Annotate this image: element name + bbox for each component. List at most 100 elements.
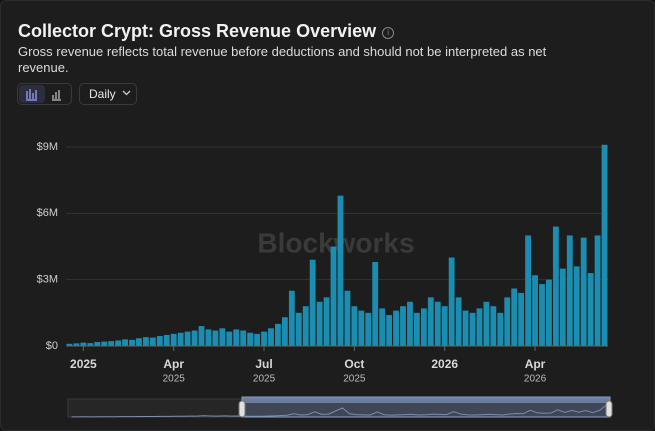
bar	[275, 323, 281, 346]
bar	[497, 312, 504, 346]
subtitle: Gross revenue reflects total revenue bef…	[18, 44, 547, 75]
bar	[87, 343, 94, 346]
bar	[344, 290, 351, 346]
bar	[129, 339, 135, 346]
bar	[337, 195, 344, 346]
bar	[80, 342, 87, 346]
bar	[386, 315, 393, 346]
bar	[281, 317, 288, 346]
bar	[73, 343, 80, 346]
bar	[400, 306, 406, 346]
bar	[476, 308, 483, 346]
bar	[330, 246, 337, 346]
bar	[532, 275, 538, 346]
chart-type-toggle	[17, 83, 72, 105]
bar	[323, 297, 330, 346]
bar	[191, 330, 198, 346]
y-tick-label: $3M	[37, 274, 58, 286]
bar	[358, 310, 365, 346]
bar	[483, 301, 490, 346]
bar	[142, 337, 149, 346]
bar	[163, 334, 170, 346]
navigator-scrollbar[interactable]	[242, 397, 610, 403]
title: Collector Crypt: Gross Revenue Overview i	[18, 21, 395, 42]
bar	[552, 226, 559, 346]
bar	[247, 332, 254, 346]
navigator-series	[71, 404, 607, 418]
bar	[122, 339, 128, 346]
info-icon[interactable]: i	[382, 27, 395, 39]
bar	[226, 331, 233, 346]
bar	[233, 329, 240, 346]
bar	[101, 341, 108, 346]
bar	[149, 337, 156, 346]
x-tick-label: Apr	[163, 357, 184, 371]
bar	[372, 261, 379, 346]
bar	[170, 333, 177, 346]
bar	[587, 273, 594, 346]
bar	[511, 288, 518, 346]
bar	[393, 310, 399, 346]
bar	[462, 310, 469, 346]
toggle-icons	[19, 85, 61, 103]
bar	[525, 235, 532, 346]
bar	[254, 333, 261, 346]
navigator-handle-left[interactable]	[238, 400, 246, 418]
x-tick-label: 2025	[70, 357, 97, 371]
y-tick-label: $0	[46, 340, 58, 352]
bar	[108, 341, 115, 346]
bar	[316, 301, 323, 346]
bar	[559, 268, 566, 346]
x-tick-label: 2026	[431, 357, 458, 371]
bar	[601, 144, 608, 346]
bar	[94, 342, 101, 346]
bar	[379, 308, 386, 346]
y-tick-label: $6M	[37, 207, 58, 219]
bar	[268, 328, 274, 346]
y-tick-label: $9M	[37, 141, 58, 153]
bar-icon-bg[interactable]	[19, 85, 45, 103]
x-tick-label: Jul	[255, 357, 272, 371]
bar	[288, 290, 295, 346]
bar	[504, 297, 511, 346]
x-tick-year: 2025	[343, 374, 366, 385]
bar	[115, 340, 122, 346]
x-tick-label: Apr	[525, 357, 546, 371]
bar	[198, 326, 205, 346]
chevron	[122, 90, 131, 96]
x-tick-year: 2026	[524, 374, 547, 385]
bar	[136, 338, 142, 346]
bar	[580, 237, 587, 346]
bar	[434, 301, 441, 346]
bar	[420, 308, 427, 346]
bar	[441, 306, 448, 346]
bar	[240, 330, 247, 346]
bar	[156, 336, 163, 346]
bar	[539, 284, 545, 346]
bar	[573, 266, 580, 346]
bar	[407, 301, 413, 346]
interval-dropdown[interactable]: Daily	[79, 83, 137, 105]
navigator-series-group	[71, 404, 607, 418]
bar	[490, 306, 497, 346]
navigator-handle-right[interactable]	[605, 400, 613, 418]
x-tick-year: 2025	[253, 374, 276, 385]
bar	[365, 312, 372, 346]
bar	[184, 331, 191, 346]
bar	[205, 329, 212, 346]
bar	[295, 312, 302, 346]
bar	[66, 343, 73, 346]
bar	[546, 279, 552, 346]
x-tick-label: Oct	[344, 357, 364, 371]
bar	[261, 331, 267, 346]
bar	[212, 330, 219, 346]
bar	[427, 297, 434, 346]
bar	[302, 306, 309, 346]
stacked-icon[interactable]	[52, 90, 61, 101]
interval-label: Daily	[89, 87, 116, 101]
x-tick-year: 2025	[163, 374, 186, 385]
bar	[469, 312, 476, 346]
bar	[594, 235, 601, 346]
